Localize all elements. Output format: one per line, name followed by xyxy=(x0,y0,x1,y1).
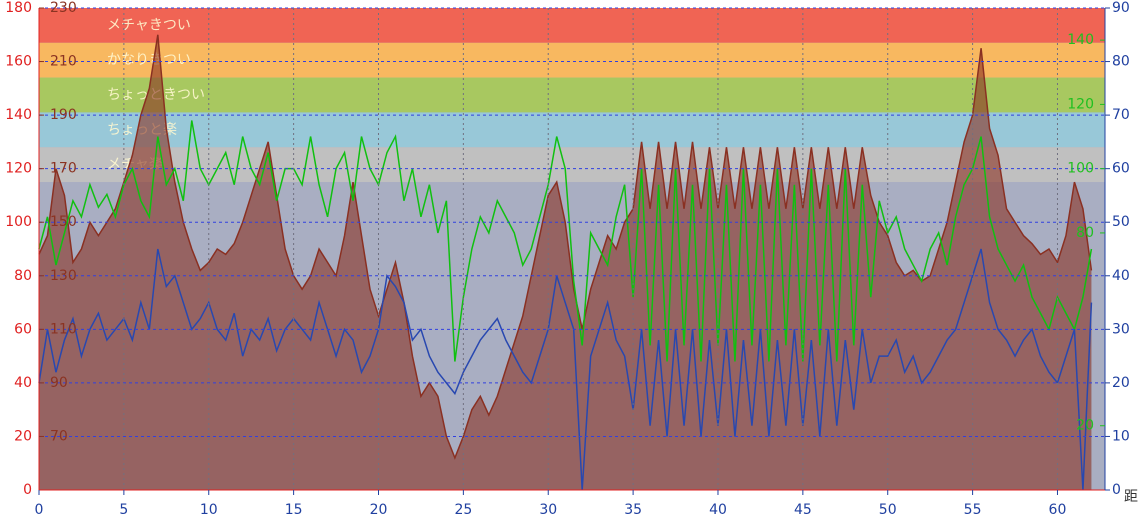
y-tick-label: 80 xyxy=(14,268,32,284)
x-tick-label: 20 xyxy=(370,502,388,518)
hr-tick-label: 170 xyxy=(50,161,77,177)
y-tick-label: 180 xyxy=(5,0,32,16)
x-tick-label: 30 xyxy=(539,502,557,518)
zone-band xyxy=(39,77,1105,113)
x-tick-label: 10 xyxy=(200,502,218,518)
y2-tick-label: 70 xyxy=(1112,107,1130,123)
y2-tick-label: 20 xyxy=(1112,375,1130,391)
zone-band xyxy=(39,112,1105,148)
hr-tick-label: 110 xyxy=(50,321,77,337)
hr-tick-label: 70 xyxy=(50,428,68,444)
x-axis-label: 距 xyxy=(1124,489,1138,505)
zone-band xyxy=(39,42,1105,78)
y2-tick-label: 60 xyxy=(1112,161,1130,177)
hr-tick-label: 230 xyxy=(50,0,77,16)
hr-tick-label: 130 xyxy=(50,268,77,284)
y2-tick-label: 30 xyxy=(1112,321,1130,337)
x-tick-label: 25 xyxy=(454,502,472,518)
zone-band xyxy=(39,8,1105,43)
series-line xyxy=(38,248,1093,491)
zone-label: メチャきつい xyxy=(107,17,191,33)
y3-tick-label: 140 xyxy=(1067,32,1094,48)
y-tick-label: 60 xyxy=(14,321,32,337)
y-tick-label: 160 xyxy=(5,54,32,70)
y-tick-label: 120 xyxy=(5,161,32,177)
y3-tick-label: 100 xyxy=(1067,161,1094,177)
y-tick-label: 140 xyxy=(5,107,32,123)
hr-tick-label: 210 xyxy=(50,54,77,70)
hr-tick-label: 190 xyxy=(50,107,77,123)
y2-tick-label: 40 xyxy=(1112,268,1130,284)
x-tick-label: 45 xyxy=(794,502,812,518)
y2-tick-label: 10 xyxy=(1112,428,1130,444)
y2-tick-label: 50 xyxy=(1112,214,1130,230)
y2-tick-label: 80 xyxy=(1112,54,1130,70)
x-tick-label: 15 xyxy=(285,502,303,518)
hr-tick-label: 90 xyxy=(50,375,68,391)
y2-tick-label: 0 xyxy=(1112,482,1121,498)
x-tick-label: 55 xyxy=(964,502,982,518)
x-tick-label: 35 xyxy=(624,502,642,518)
hr-tick-label: 150 xyxy=(50,214,77,230)
y-tick-label: 20 xyxy=(14,428,32,444)
x-tick-label: 50 xyxy=(879,502,897,518)
series-line xyxy=(38,120,1093,362)
area-line xyxy=(38,34,1093,460)
zone-label: かなりきつい xyxy=(107,52,191,68)
y-tick-label: 40 xyxy=(14,375,32,391)
y-tick-label: 0 xyxy=(23,482,32,498)
y2-tick-label: 90 xyxy=(1112,0,1130,16)
x-tick-label: 40 xyxy=(709,502,727,518)
y3-tick-label: 80 xyxy=(1076,225,1094,241)
y3-tick-label: 20 xyxy=(1076,418,1094,434)
zone-band xyxy=(39,147,1105,183)
x-tick-label: 5 xyxy=(119,502,128,518)
x-tick-label: 0 xyxy=(35,502,44,518)
y-tick-label: 100 xyxy=(5,214,32,230)
y3-tick-label: 120 xyxy=(1067,96,1094,112)
x-tick-label: 60 xyxy=(1049,502,1067,518)
